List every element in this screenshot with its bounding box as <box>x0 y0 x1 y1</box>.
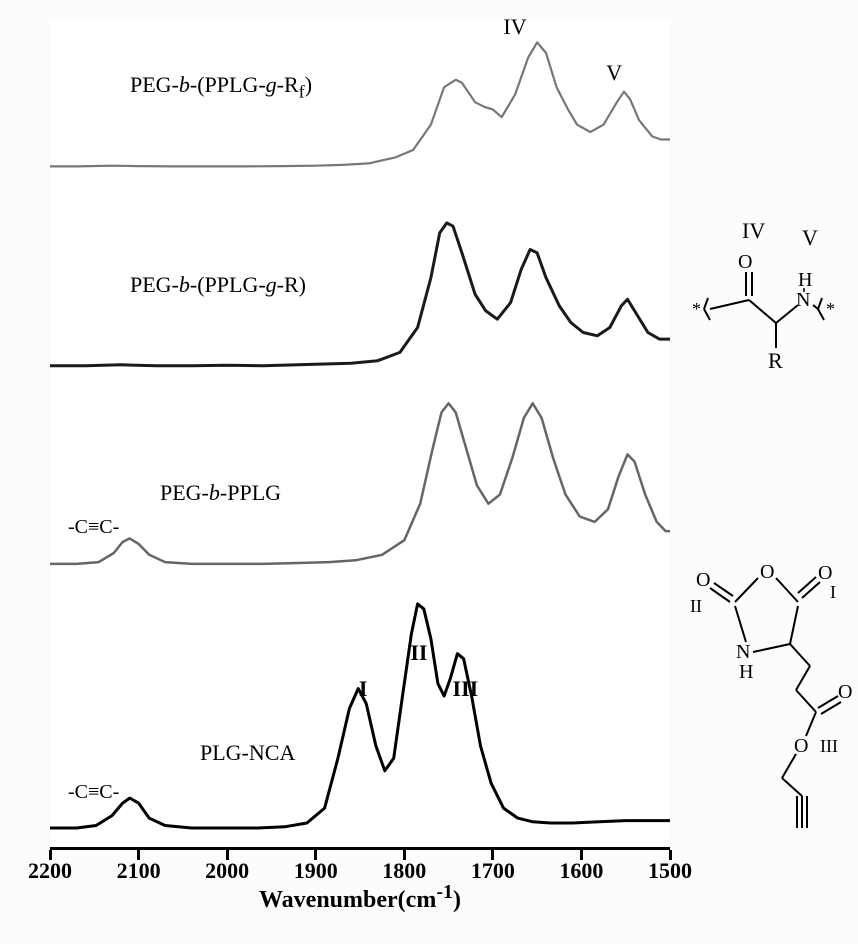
struct-label-II: II <box>690 596 702 616</box>
ir-spectra-figure: 22002100200019001800170016001500 Wavenum… <box>0 0 858 944</box>
x-tick-label: 1600 <box>559 858 603 884</box>
x-tick-label: 1700 <box>471 858 515 884</box>
amide-label-V: V <box>802 225 818 250</box>
carbonyl-O-II: O <box>696 569 710 591</box>
x-tick-label: 1500 <box>648 858 692 884</box>
amide-repeat-unit-structure: IV V O * N H * R <box>690 220 850 380</box>
trace-label-s1: PEG-b-(PPLG-g-Rf) <box>130 72 312 102</box>
ester-O-double: O <box>838 681 852 703</box>
struct-label-I: I <box>830 582 836 602</box>
spectrum-trace <box>50 42 670 166</box>
atom-O: O <box>738 251 752 273</box>
alkyne-label-s3: -C≡C- <box>68 516 119 539</box>
x-tick-label: 2200 <box>28 858 72 884</box>
ring-O-top: O <box>760 561 774 583</box>
nh-H: H <box>739 661 753 683</box>
nca-structure: O N O I O II H O <box>690 560 855 840</box>
x-tick-label: 2000 <box>205 858 249 884</box>
ring-N: N <box>736 641 750 663</box>
alkyne-label-s4: -C≡C- <box>68 781 119 804</box>
x-axis-label: Wavenumber(cm-1) <box>259 881 461 914</box>
x-axis-label-super: -1 <box>436 881 453 903</box>
spectrum-trace <box>50 403 670 564</box>
struct-label-III: III <box>820 736 838 756</box>
plot-area: 22002100200019001800170016001500 Wavenum… <box>50 20 670 850</box>
spectrum-trace <box>50 604 670 828</box>
amide-label-IV: IV <box>742 218 765 243</box>
atom-H: H <box>798 269 812 291</box>
x-axis-label-close: ) <box>453 887 461 913</box>
spectrum-s3 <box>50 385 670 568</box>
trace-label-s4: PLG-NCA <box>200 740 295 766</box>
trace-label-s2: PEG-b-(PPLG-g-R) <box>130 272 306 298</box>
ester-O-single: O <box>794 735 808 757</box>
atom-N: N <box>796 289 810 311</box>
carbonyl-O-I: O <box>818 562 832 584</box>
group-R: R <box>768 348 783 373</box>
trace-label-s3: PEG-b-PPLG <box>160 480 281 506</box>
spectrum-s4 <box>50 584 670 833</box>
x-axis-label-text: Wavenumber(cm <box>259 887 436 913</box>
asterisk-left: * <box>692 299 701 319</box>
x-tick-label: 2100 <box>117 858 161 884</box>
x-axis <box>50 847 670 850</box>
asterisk-right: * <box>826 299 835 319</box>
